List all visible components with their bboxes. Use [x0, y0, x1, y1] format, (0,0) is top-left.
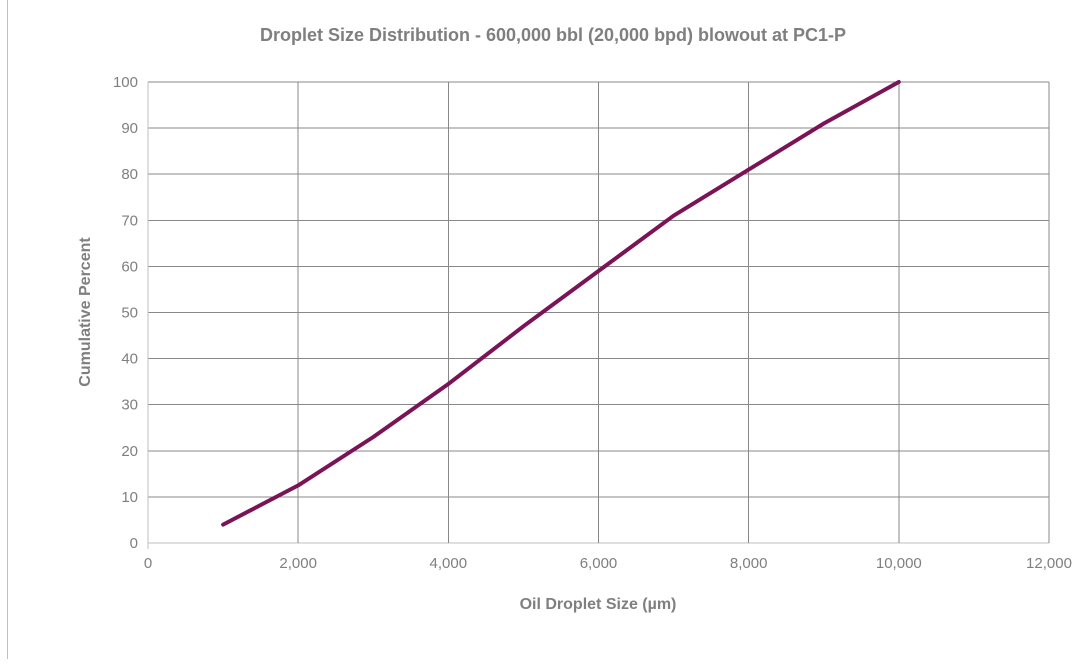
x-tick-label: 2,000 — [279, 555, 317, 572]
x-tick-label: 6,000 — [580, 555, 618, 572]
y-tick-label: 10 — [121, 489, 138, 506]
y-tick-label: 40 — [121, 351, 138, 368]
x-tick-label: 4,000 — [430, 555, 468, 572]
y-tick-label: 100 — [113, 74, 138, 91]
chart-svg: Droplet Size Distribution - 600,000 bbl … — [77, 25, 1072, 613]
y-tick-label: 80 — [121, 166, 138, 183]
x-tick-label: 10,000 — [876, 555, 922, 572]
y-tick-label: 60 — [121, 258, 138, 275]
x-axis-title: Oil Droplet Size (µm) — [520, 596, 677, 613]
x-tick-label: 0 — [144, 555, 152, 572]
grid-lines — [147, 81, 1050, 549]
y-tick-label: 90 — [121, 120, 138, 137]
tick-labels: 0 10 20 30 40 50 60 70 80 90 100 0 2,000 4,000 6,000 8,… — [113, 74, 1072, 572]
x-tick-label: 12,000 — [1026, 555, 1072, 572]
y-tick-label: 20 — [121, 443, 138, 460]
y-tick-label: 50 — [121, 305, 138, 322]
y-axis-title: Cumulative Percent — [77, 237, 94, 387]
chart-area: Droplet Size Distribution - 600,000 bbl … — [7, 0, 1084, 659]
y-tick-label: 0 — [130, 535, 138, 552]
series-lines — [221, 80, 901, 527]
chart-title: Droplet Size Distribution - 600,000 bbl … — [260, 25, 846, 45]
y-tick-label: 70 — [121, 212, 138, 229]
series-line — [221, 80, 901, 527]
y-tick-label: 30 — [121, 397, 138, 414]
x-tick-label: 8,000 — [730, 555, 768, 572]
